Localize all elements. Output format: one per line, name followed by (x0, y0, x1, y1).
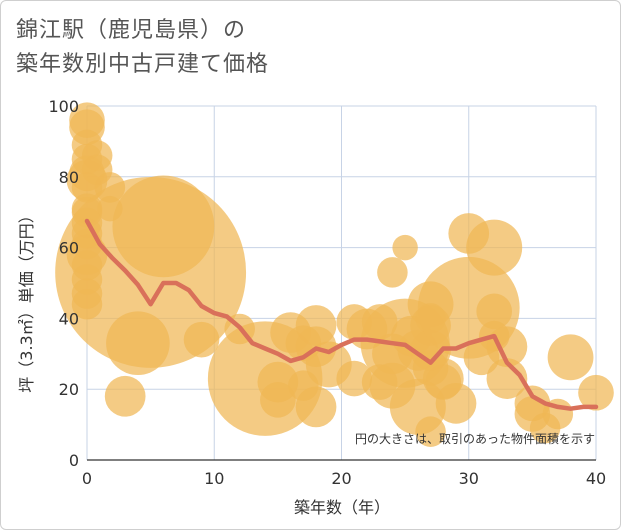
bubble-63 (476, 293, 513, 330)
bubble-55 (415, 416, 446, 447)
y-tick-label-2: 40 (59, 309, 79, 328)
chart-title-line2: 築年数別中古戸建て価格 (16, 52, 270, 77)
bubble-58 (435, 383, 477, 424)
x-axis-label: 築年数（年） (294, 498, 390, 517)
y-tick-label-5: 100 (48, 97, 79, 116)
bubble-42 (377, 257, 408, 288)
chart-title-line1: 錦江駅（鹿児島県）の (16, 18, 247, 43)
bubble-35 (295, 386, 337, 428)
bubble-66 (486, 358, 528, 399)
x-tick-label-1: 10 (204, 469, 224, 488)
y-axis-label: 坪（3.3㎡）単価（万円） (17, 207, 36, 392)
bubble-25 (183, 321, 220, 358)
y-tick-label-0: 0 (69, 451, 79, 470)
trend-layer (84, 218, 599, 411)
bubble-29 (260, 382, 296, 418)
size-note: 円の大きさは、取引のあった物件面積を示す (355, 431, 595, 446)
trend-line (84, 218, 599, 411)
y-tick-label-3: 60 (59, 239, 79, 258)
x-tick-label-4: 40 (586, 469, 606, 488)
tick-labels: 0 10 20 30 40 0 20 40 60 80 100 (48, 97, 606, 488)
bubble-24 (112, 175, 215, 278)
bubble-21 (104, 375, 146, 417)
bubble-71 (547, 334, 594, 381)
x-tick-label-0: 0 (82, 469, 92, 488)
bubble-72 (578, 374, 614, 411)
x-tick-label-2: 20 (331, 469, 351, 488)
chart-title: 錦江駅（鹿児島県）の 築年数別中古戸建て価格 (16, 14, 269, 82)
y-tick-label-4: 80 (59, 168, 79, 187)
x-tick-label-3: 30 (459, 469, 479, 488)
bubble-layer (55, 102, 614, 447)
bubble-45 (392, 234, 418, 261)
y-tick-label-1: 20 (59, 380, 79, 399)
bubble-62 (466, 219, 523, 276)
